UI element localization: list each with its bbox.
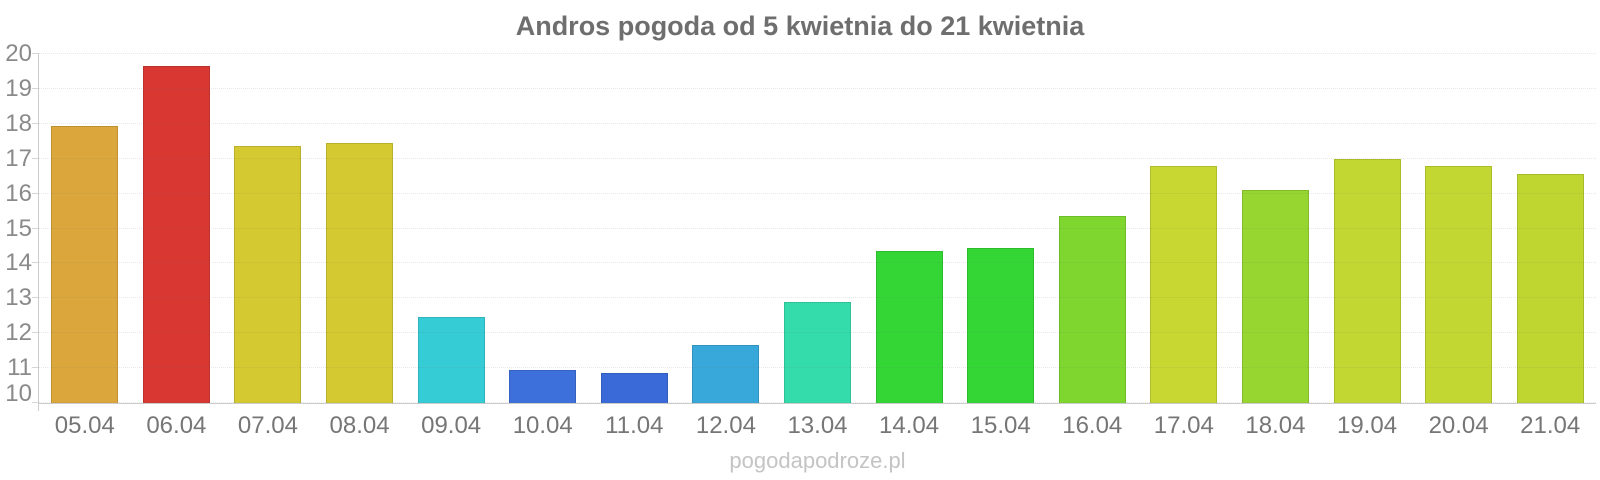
- x-axis-label: 16.04: [1062, 412, 1123, 439]
- bar-20.04: [1425, 165, 1493, 403]
- x-axis-label: 07.04: [237, 412, 298, 439]
- y-axis-tick: [32, 122, 39, 124]
- y-axis-label: 19: [5, 74, 32, 102]
- y-axis-label: 13: [5, 284, 32, 312]
- x-axis-label: 05.04: [54, 412, 115, 439]
- gridline: [39, 122, 1596, 124]
- x-axis-label: 11.04: [605, 412, 664, 439]
- y-axis-label: 17: [5, 144, 32, 172]
- y-axis-label: 11: [7, 354, 32, 382]
- bar-09.04: [417, 317, 485, 403]
- x-axis-label: 12.04: [695, 412, 756, 439]
- bar-19.04: [1333, 158, 1401, 403]
- y-axis-tick: [32, 87, 39, 89]
- bar-10.04: [509, 369, 577, 403]
- bar-05.04: [51, 125, 119, 403]
- bar-07.04: [234, 146, 302, 403]
- x-axis-label: 14.04: [879, 412, 940, 439]
- gridline: [39, 87, 1596, 89]
- x-axis-label: 06.04: [146, 412, 207, 439]
- y-axis-label: 20: [5, 40, 32, 67]
- y-axis-label: 15: [5, 214, 32, 242]
- y-axis-tick: [32, 297, 39, 299]
- x-axis-label: 09.04: [421, 412, 482, 439]
- y-axis-tick: [32, 53, 39, 54]
- y-axis-tick: [32, 192, 39, 194]
- y-axis-tick: [32, 157, 39, 159]
- bar-14.04: [875, 251, 943, 403]
- x-axis-label: 08.04: [329, 412, 390, 439]
- y-axis-tick: [32, 402, 39, 403]
- y-axis-label: 18: [5, 109, 32, 137]
- bar-13.04: [784, 301, 851, 403]
- y-axis-tick: [32, 332, 39, 334]
- watermark: pogodapodroze.pl: [729, 448, 906, 473]
- x-axis-label: 13.04: [787, 412, 848, 439]
- x-axis-label: 21.04: [1520, 412, 1581, 439]
- bar-15.04: [967, 247, 1035, 403]
- bar-12.04: [692, 345, 760, 403]
- x-axis-label: 19.04: [1336, 412, 1398, 439]
- y-axis-label: 12: [5, 319, 32, 347]
- bar-16.04: [1058, 216, 1126, 403]
- y-axis-line: [38, 54, 39, 411]
- bar-08.04: [326, 142, 394, 403]
- bar-17.04: [1150, 165, 1218, 403]
- y-axis-tick: [32, 227, 39, 229]
- y-axis-label: 10: [5, 380, 32, 407]
- bar-18.04: [1241, 190, 1309, 403]
- bar-06.04: [142, 66, 210, 403]
- x-axis-label: 10.04: [512, 412, 573, 439]
- y-axis-tick: [32, 367, 39, 369]
- chart-title: Andros pogoda od 5 kwietnia do 21 kwietn…: [515, 11, 1085, 41]
- x-axis-line: [38, 403, 1596, 404]
- y-axis-tick: [32, 262, 39, 264]
- gridline: [39, 53, 1596, 54]
- x-axis-label: 20.04: [1428, 412, 1489, 439]
- bar-21.04: [1516, 174, 1584, 403]
- y-axis-label: 14: [5, 249, 32, 277]
- x-axis-label: 15.04: [970, 412, 1031, 439]
- x-axis-label: 18.04: [1245, 412, 1306, 439]
- y-axis-label: 16: [5, 179, 32, 207]
- x-axis-label: 17.04: [1153, 412, 1214, 439]
- bar-11.04: [600, 373, 668, 403]
